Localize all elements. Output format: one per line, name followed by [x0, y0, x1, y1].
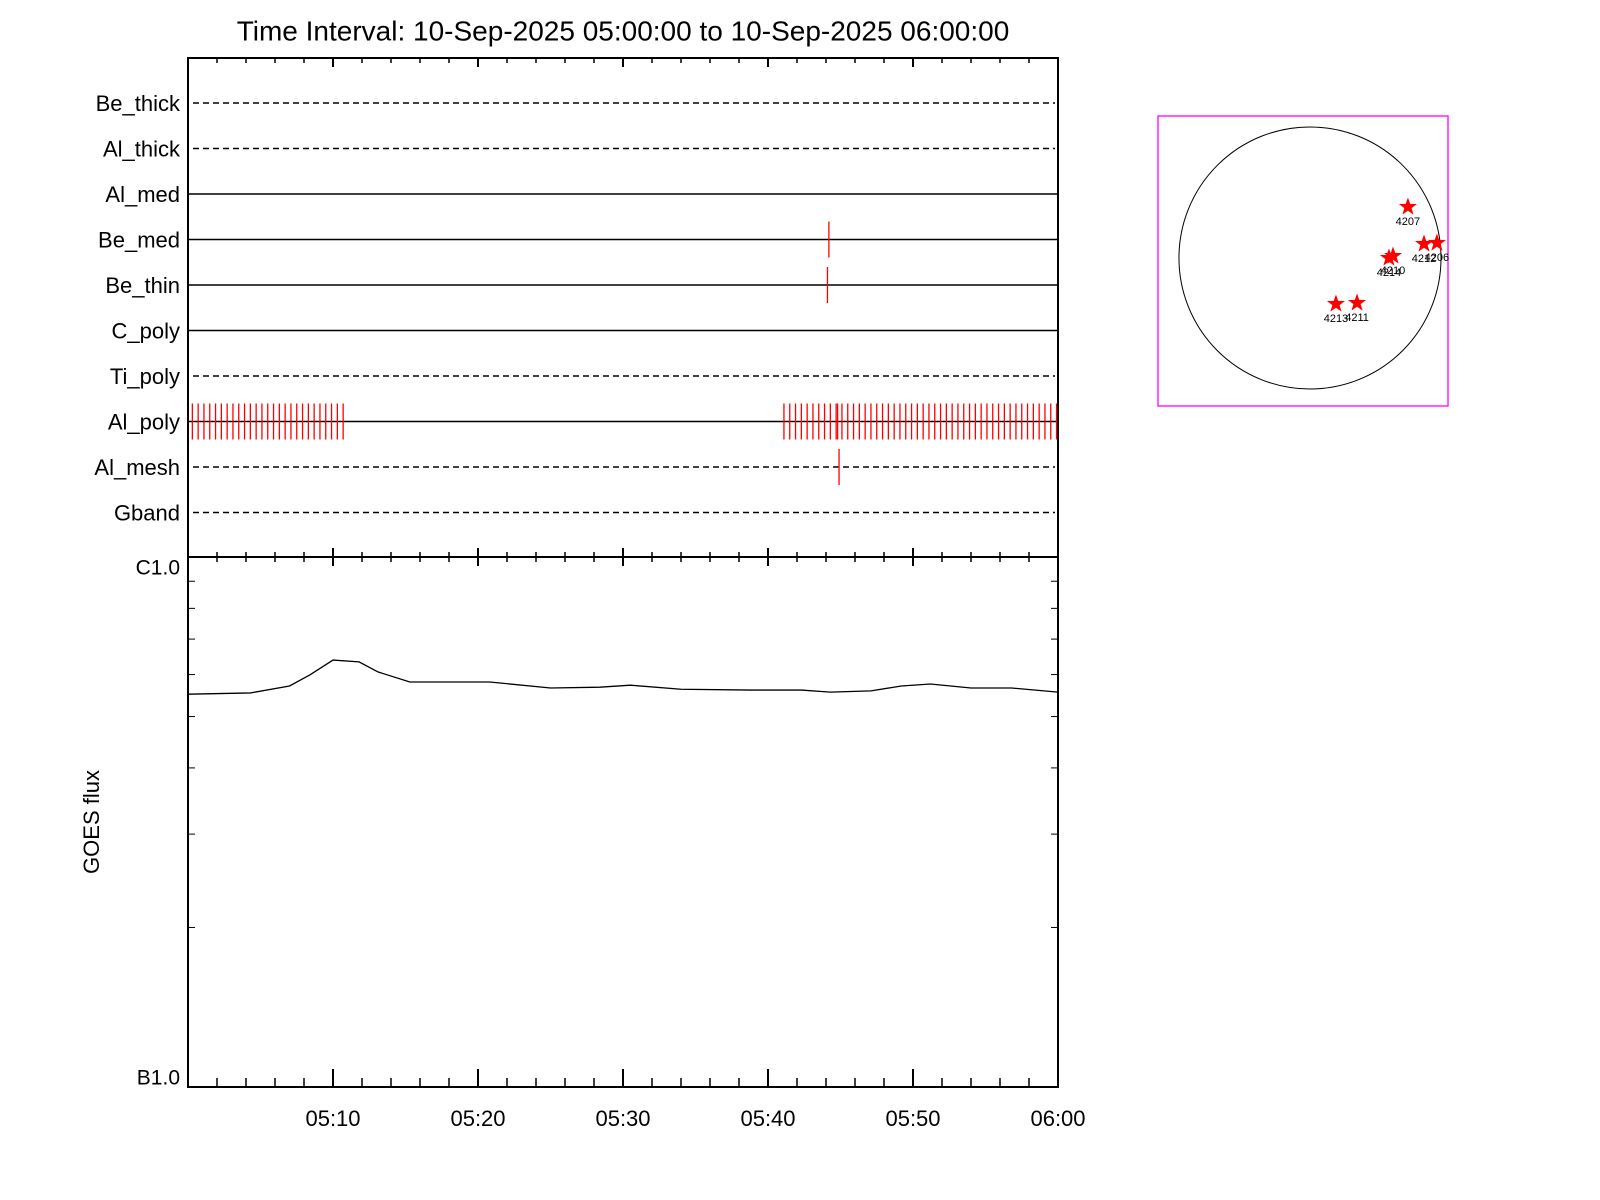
- row-label: Al_thick: [103, 136, 181, 161]
- map-frame: [1157, 115, 1449, 407]
- panel-frame: [187, 57, 1059, 1088]
- region-star: [1414, 234, 1434, 252]
- y-tick-label: C1.0: [136, 557, 180, 580]
- region-label: 4213: [1324, 313, 1348, 325]
- y-axis-label: GOES flux: [79, 770, 104, 874]
- region-label: 4211: [1345, 312, 1369, 324]
- x-tick-label: 05:10: [305, 1106, 360, 1131]
- region-label: 4210: [1381, 265, 1405, 277]
- x-tick-label: 05:30: [595, 1106, 650, 1131]
- region-star: [1427, 233, 1446, 251]
- region-label: 4214: [1377, 267, 1401, 279]
- y-tick-label: B1.0: [137, 1067, 180, 1090]
- solar-disk: [1178, 126, 1442, 390]
- chart-title: Time Interval: 10-Sep-2025 05:00:00 to 1…: [237, 15, 1010, 46]
- region-star: [1348, 293, 1367, 311]
- row-label: Al_mesh: [94, 455, 180, 480]
- region-label: 4212: [1412, 253, 1436, 265]
- x-tick-label: 05:50: [885, 1106, 940, 1131]
- row-label: C_poly: [112, 318, 180, 343]
- x-tick-label: 05:40: [740, 1106, 795, 1131]
- x-tick-label: 05:20: [450, 1106, 505, 1131]
- region-star: [1326, 294, 1345, 312]
- row-label: Al_poly: [108, 409, 180, 434]
- row-label: Be_thin: [105, 273, 180, 298]
- region-star: [1398, 197, 1417, 215]
- row-label: Al_med: [105, 182, 180, 207]
- flux-line: [187, 659, 1059, 695]
- row-label: Be_thick: [96, 91, 181, 116]
- x-tick-label: 06:00: [1030, 1106, 1085, 1131]
- region-star: [1379, 248, 1398, 266]
- region-label: 4207: [1396, 216, 1420, 228]
- row-label: Be_med: [98, 227, 180, 252]
- row-label: Ti_poly: [110, 364, 180, 389]
- row-label: Gband: [114, 500, 180, 525]
- region-label: 4206: [1425, 252, 1449, 264]
